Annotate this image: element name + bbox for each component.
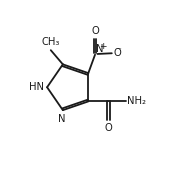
Text: CH₃: CH₃ [42,37,60,47]
Text: N: N [96,44,103,54]
Text: O: O [113,48,121,58]
Text: NH₂: NH₂ [126,96,145,106]
Text: O: O [104,123,112,133]
Text: N: N [58,114,65,124]
Text: HN: HN [29,82,44,92]
Text: O: O [91,26,99,36]
Text: ⁻: ⁻ [117,46,121,55]
Text: +: + [99,42,107,51]
